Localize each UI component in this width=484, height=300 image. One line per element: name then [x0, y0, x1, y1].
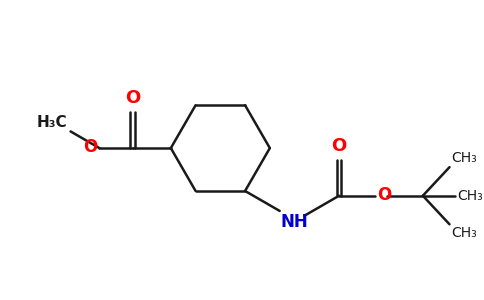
Text: O: O: [83, 138, 98, 156]
Text: H₃C: H₃C: [37, 115, 68, 130]
Text: CH₃: CH₃: [452, 151, 477, 165]
Text: O: O: [377, 186, 392, 204]
Text: O: O: [125, 89, 140, 107]
Text: CH₃: CH₃: [452, 226, 477, 240]
Text: NH: NH: [281, 213, 308, 231]
Text: CH₃: CH₃: [457, 189, 483, 203]
Text: O: O: [332, 137, 347, 155]
